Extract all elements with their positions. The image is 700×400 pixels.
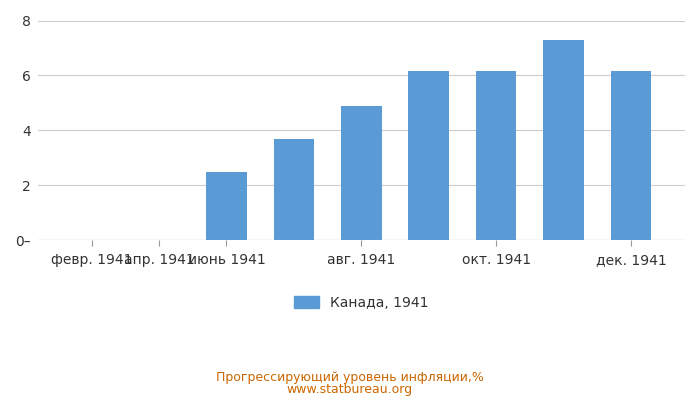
Bar [409, 71, 449, 240]
Bar [206, 172, 246, 240]
Text: www.statbureau.org: www.statbureau.org [287, 384, 413, 396]
Bar [543, 40, 584, 240]
Legend: Канада, 1941: Канада, 1941 [294, 296, 428, 310]
Bar [274, 139, 314, 240]
Text: Прогрессирующий уровень инфляции,%: Прогрессирующий уровень инфляции,% [216, 372, 484, 384]
Bar [611, 71, 651, 240]
Bar [341, 106, 382, 240]
Bar [476, 71, 517, 240]
